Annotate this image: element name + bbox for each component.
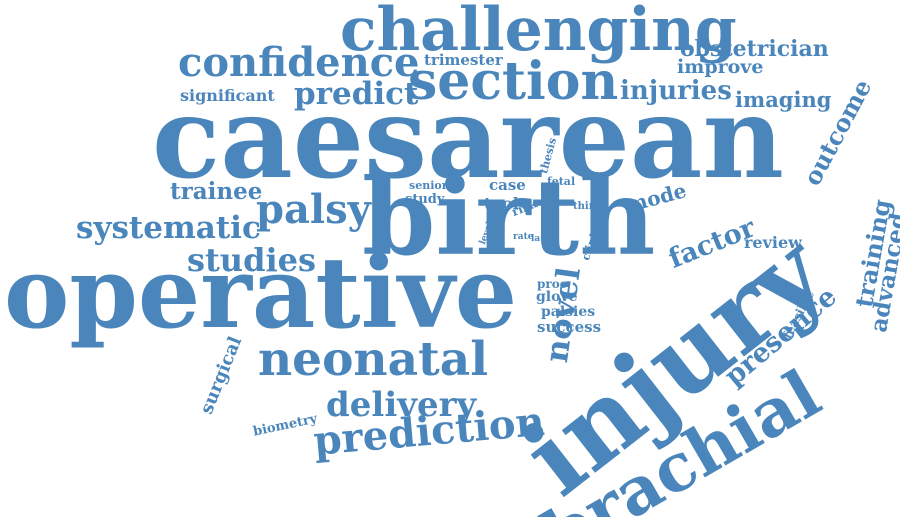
word-biometry: biometry <box>252 412 318 438</box>
word-palsies: palsies <box>541 305 595 319</box>
word-studies: studies <box>187 244 316 276</box>
word-third: third <box>573 202 601 212</box>
word-trainee: trainee <box>170 180 262 203</box>
word-fetal: fetal <box>547 176 575 187</box>
word-imaging: imaging <box>735 89 831 110</box>
word-delivery: delivery <box>326 388 476 422</box>
word-case: case <box>489 178 526 193</box>
word-predict: predict <box>294 79 418 110</box>
word-significant: significant <box>180 88 275 104</box>
word-neonatal: neonatal <box>258 336 488 383</box>
word-review: review <box>744 235 802 251</box>
word-improve: improve <box>677 58 763 77</box>
word-injuries: injuries <box>620 78 732 104</box>
word-success: success <box>537 320 601 335</box>
word-glove: glove <box>536 290 578 304</box>
word-systematic: systematic <box>76 213 261 244</box>
word-trimester: trimester <box>424 53 503 68</box>
word-senior: senior <box>409 180 448 191</box>
word-palsy: palsy <box>256 190 371 230</box>
word-late: late <box>531 235 550 244</box>
word-study: study <box>405 193 444 206</box>
